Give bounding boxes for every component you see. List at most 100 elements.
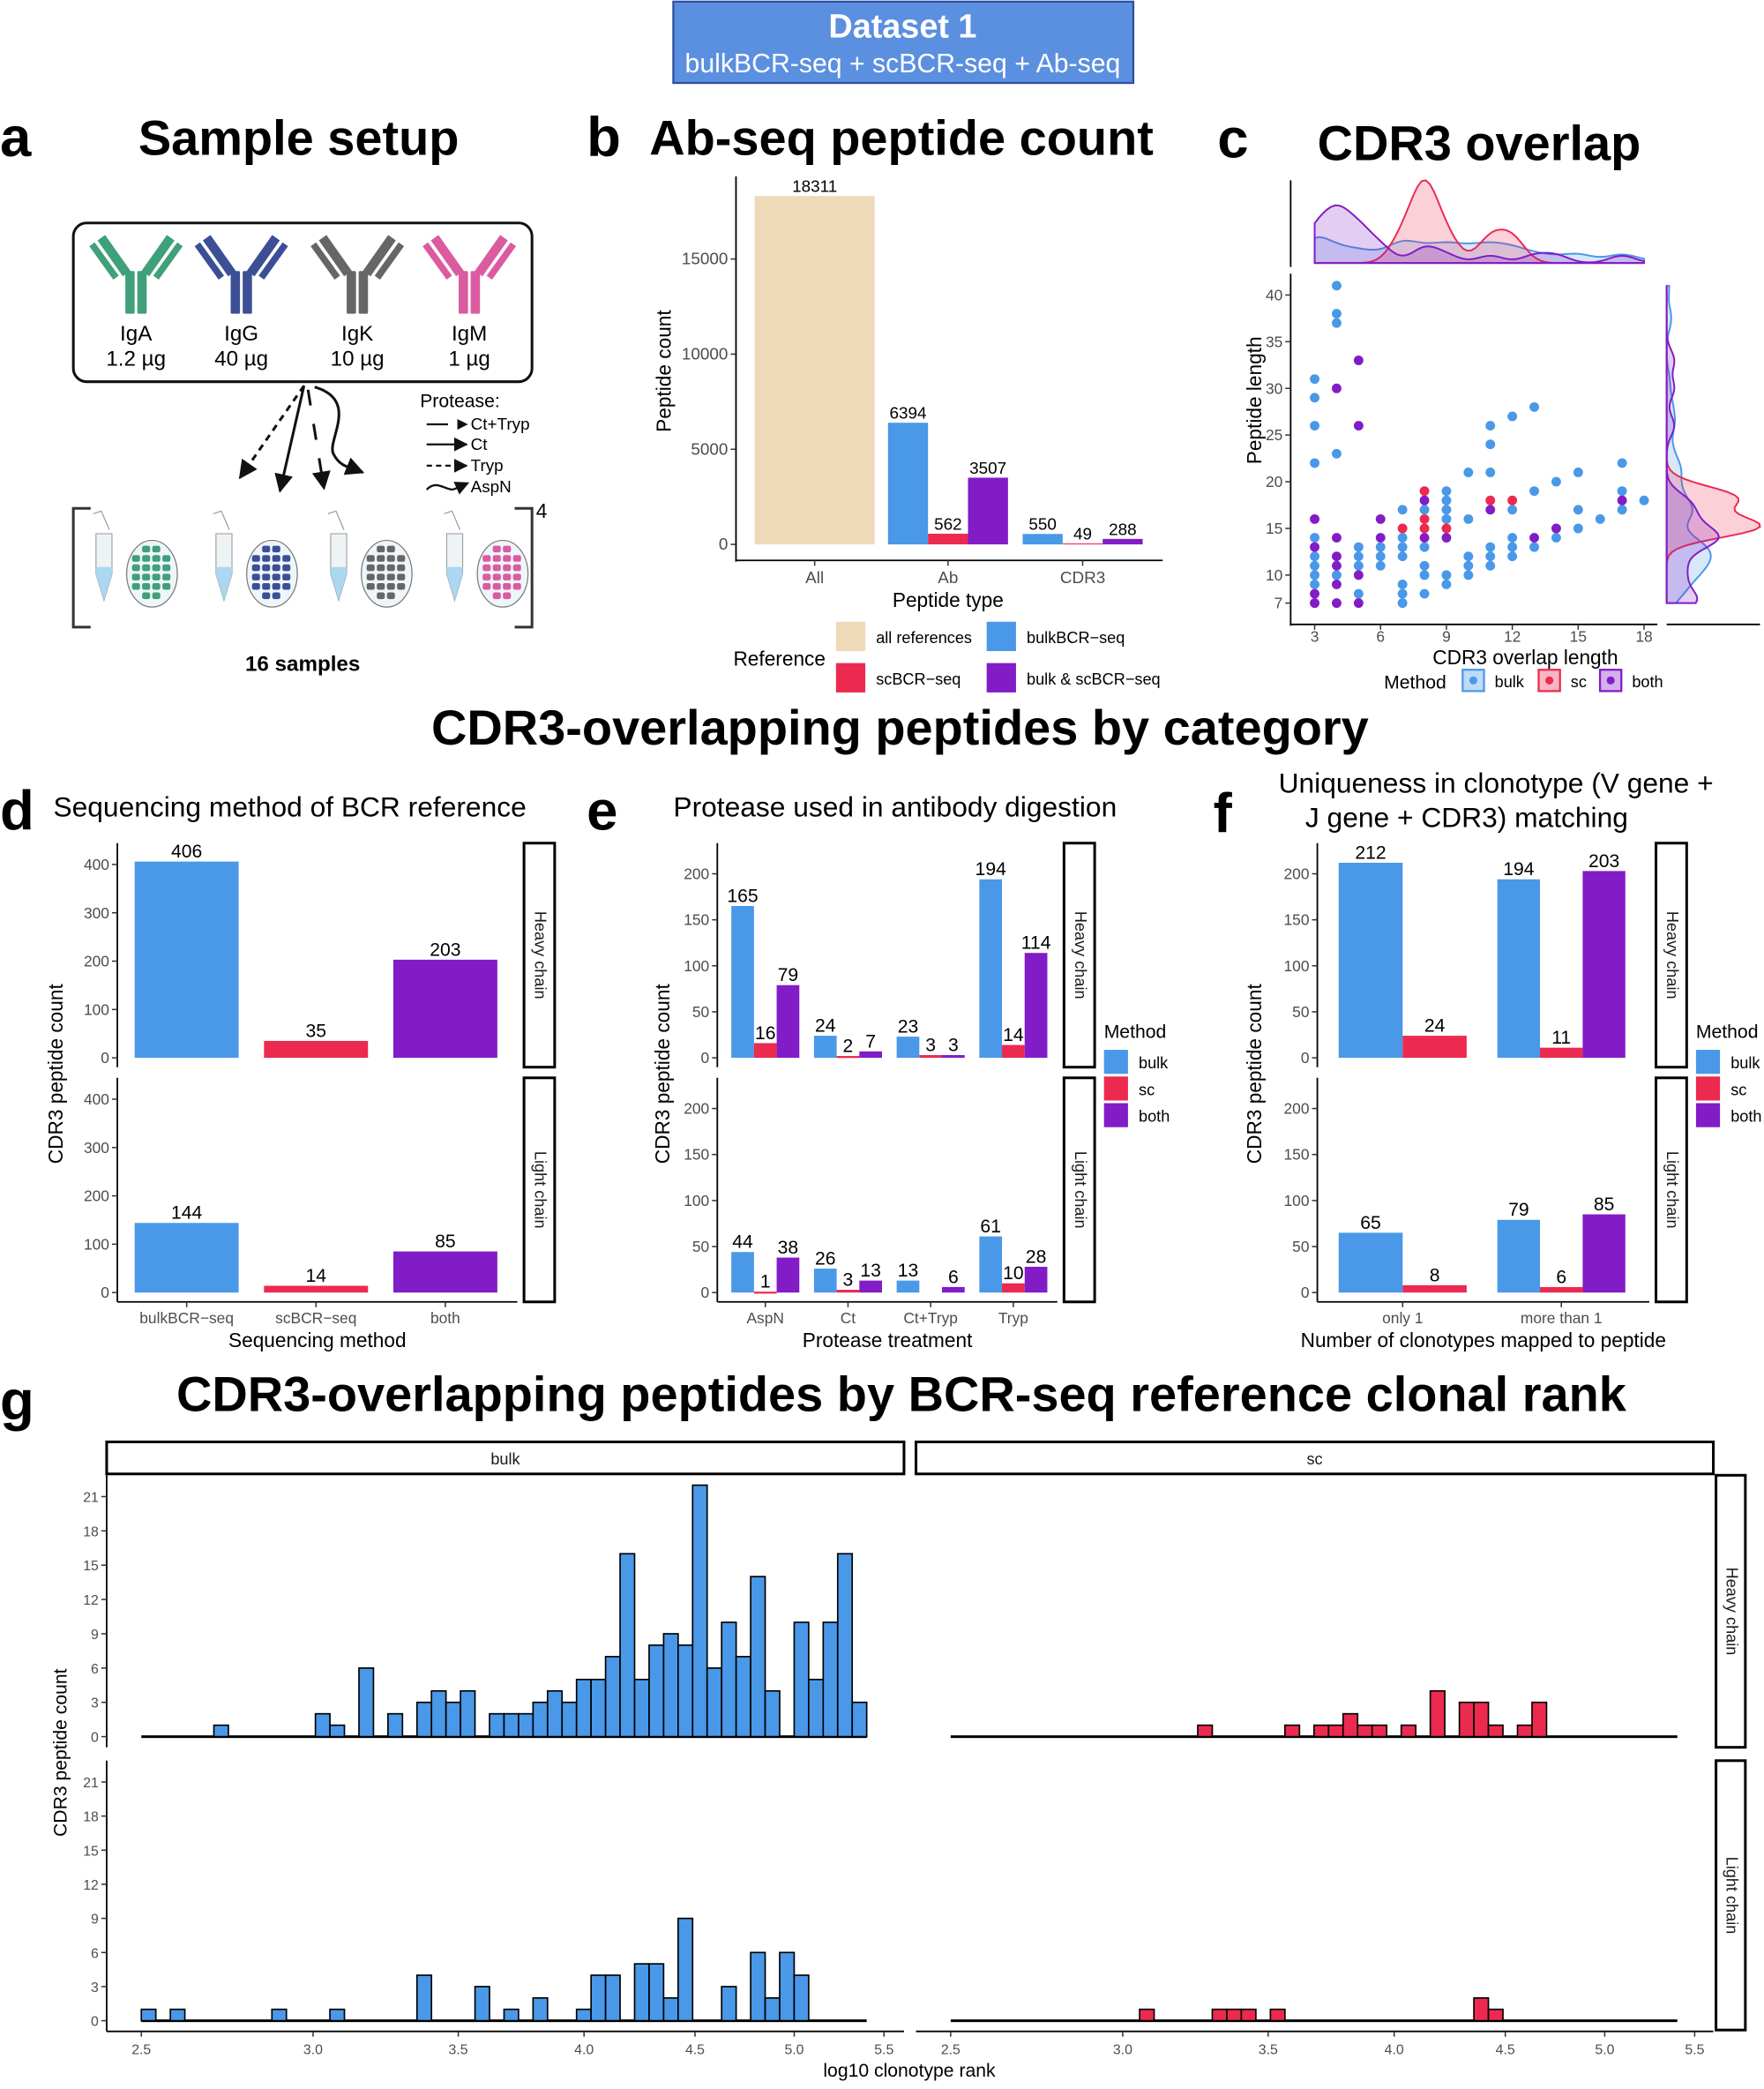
antibody-dot xyxy=(251,582,260,590)
point-bulk xyxy=(1397,598,1408,609)
legend-label: both xyxy=(1632,673,1663,691)
y-tick-label: 3 xyxy=(91,1696,99,1711)
histogram-bar-bulk xyxy=(575,2008,592,2022)
histogram-bar-bulk xyxy=(575,1678,592,1738)
bar-value-label: 13 xyxy=(898,1261,919,1281)
antibody-dot xyxy=(162,564,171,572)
histogram-bar-bulk xyxy=(358,1667,375,1738)
bar-value-label: 11 xyxy=(1551,1028,1571,1048)
histogram-bar-bulk xyxy=(691,1484,708,1738)
antibody-dot xyxy=(282,564,291,572)
bar-value-label: 3 xyxy=(843,1270,854,1291)
light-arm xyxy=(486,242,517,280)
legend-title: Method xyxy=(1696,1022,1759,1042)
point-sc xyxy=(1419,523,1430,534)
y-tick-label: 200 xyxy=(1284,865,1310,883)
facet-strip xyxy=(1062,842,1096,1069)
antibody-dot xyxy=(152,564,161,572)
x-tick-label: 15 xyxy=(1570,627,1587,645)
bar-value-label: 61 xyxy=(980,1217,1001,1237)
point-bulk xyxy=(1397,551,1408,562)
x-tick-label: 12 xyxy=(1504,627,1521,645)
bar-value-label: 65 xyxy=(1360,1213,1381,1233)
histogram-bar-bulk xyxy=(314,1712,331,1738)
antibody-dot xyxy=(262,592,271,600)
bar-bulk xyxy=(1497,1219,1541,1293)
histogram-bar-bulk xyxy=(604,1656,621,1738)
y-tick-label: 35 xyxy=(1266,333,1282,350)
antibody-amount: 1.2 µg xyxy=(106,348,166,371)
antibody-dot xyxy=(377,545,385,553)
x-tick-label: 2.5 xyxy=(941,2042,960,2057)
histogram-bar-bulk xyxy=(662,1633,679,1738)
point-sc xyxy=(1397,523,1408,534)
point-bulk xyxy=(1310,560,1319,571)
histogram-bar-bulk xyxy=(822,1621,839,1738)
point-bulk xyxy=(1551,476,1561,487)
bar-value-label: 24 xyxy=(1424,1016,1446,1037)
point-bulk xyxy=(1375,560,1386,571)
stem-left xyxy=(347,271,356,314)
antibody-dot xyxy=(492,592,501,600)
point-bulk xyxy=(1463,468,1474,477)
point-bulk xyxy=(1485,542,1496,552)
density-right-both xyxy=(1665,285,1720,604)
histogram-bar-bulk xyxy=(677,1917,694,2022)
heavy-arm xyxy=(202,235,236,277)
tube-liquid xyxy=(446,566,463,601)
bar-bulk xyxy=(896,1280,920,1293)
histogram-bar-bulk xyxy=(721,1986,737,2022)
point-both xyxy=(1353,570,1364,580)
antibody-dot xyxy=(386,573,395,580)
panel-c-title: CDR3 overlap xyxy=(1318,116,1641,171)
panel-a-title: Sample setup xyxy=(138,110,460,166)
antibody-dot xyxy=(503,573,512,580)
histogram-bar-sc xyxy=(1458,1701,1475,1738)
y-tick-label: 50 xyxy=(1292,1003,1309,1021)
point-bulk xyxy=(1397,580,1408,589)
x-tick-label: 5.0 xyxy=(784,2042,804,2057)
histogram-bar-bulk xyxy=(808,1678,825,1738)
stem-right xyxy=(137,271,147,314)
y-tick-label: 100 xyxy=(84,1235,109,1253)
bar-sc xyxy=(1062,543,1103,545)
bar-value-label: 114 xyxy=(1021,933,1051,954)
protease-legend-title: Protease: xyxy=(420,391,500,411)
bracket-right xyxy=(514,506,534,629)
point-bulk xyxy=(1419,570,1430,580)
point-bulk xyxy=(1529,542,1539,552)
histogram-bar-bulk xyxy=(590,1974,607,2022)
panel-label-b: b xyxy=(587,107,621,168)
antibody-dot xyxy=(377,555,385,562)
panel-label-g: g xyxy=(0,1370,34,1432)
point-both xyxy=(1375,533,1386,543)
bar-value-label: 6 xyxy=(1556,1267,1566,1287)
facet-strip xyxy=(915,1440,1715,1476)
point-bulk xyxy=(1573,523,1583,534)
bar-value-label: 85 xyxy=(1594,1194,1615,1215)
y-tick-label: 15000 xyxy=(682,251,729,269)
point-both xyxy=(1332,533,1342,543)
x-tick-label: 2.5 xyxy=(131,2042,151,2057)
bar-value-label: 14 xyxy=(1003,1025,1024,1045)
antibody-dot xyxy=(503,592,512,600)
bar-bulk xyxy=(887,423,929,545)
antibody-name: IgK xyxy=(341,322,373,346)
y-tick-label: 10000 xyxy=(682,345,729,363)
histogram-bar-sc xyxy=(1516,1724,1533,1738)
bar-value-label: 44 xyxy=(732,1232,753,1253)
panel-f-title-line1: Uniqueness in clonotype (V gene + xyxy=(1279,767,1714,798)
bar-bulk xyxy=(979,879,1003,1059)
antibody-dot xyxy=(503,564,512,572)
antibody-dot xyxy=(492,582,501,590)
antibody-dot xyxy=(272,545,280,553)
bar-bulk xyxy=(731,1252,754,1293)
bar-bulk xyxy=(134,861,239,1059)
x-tick-label: 4.0 xyxy=(1385,2042,1404,2057)
histogram-bar-bulk xyxy=(169,2008,186,2022)
point-bulk xyxy=(1551,533,1561,543)
legend-point-bulk xyxy=(1469,676,1477,685)
bar-both xyxy=(942,1286,965,1293)
bar-sc xyxy=(1002,1044,1025,1059)
